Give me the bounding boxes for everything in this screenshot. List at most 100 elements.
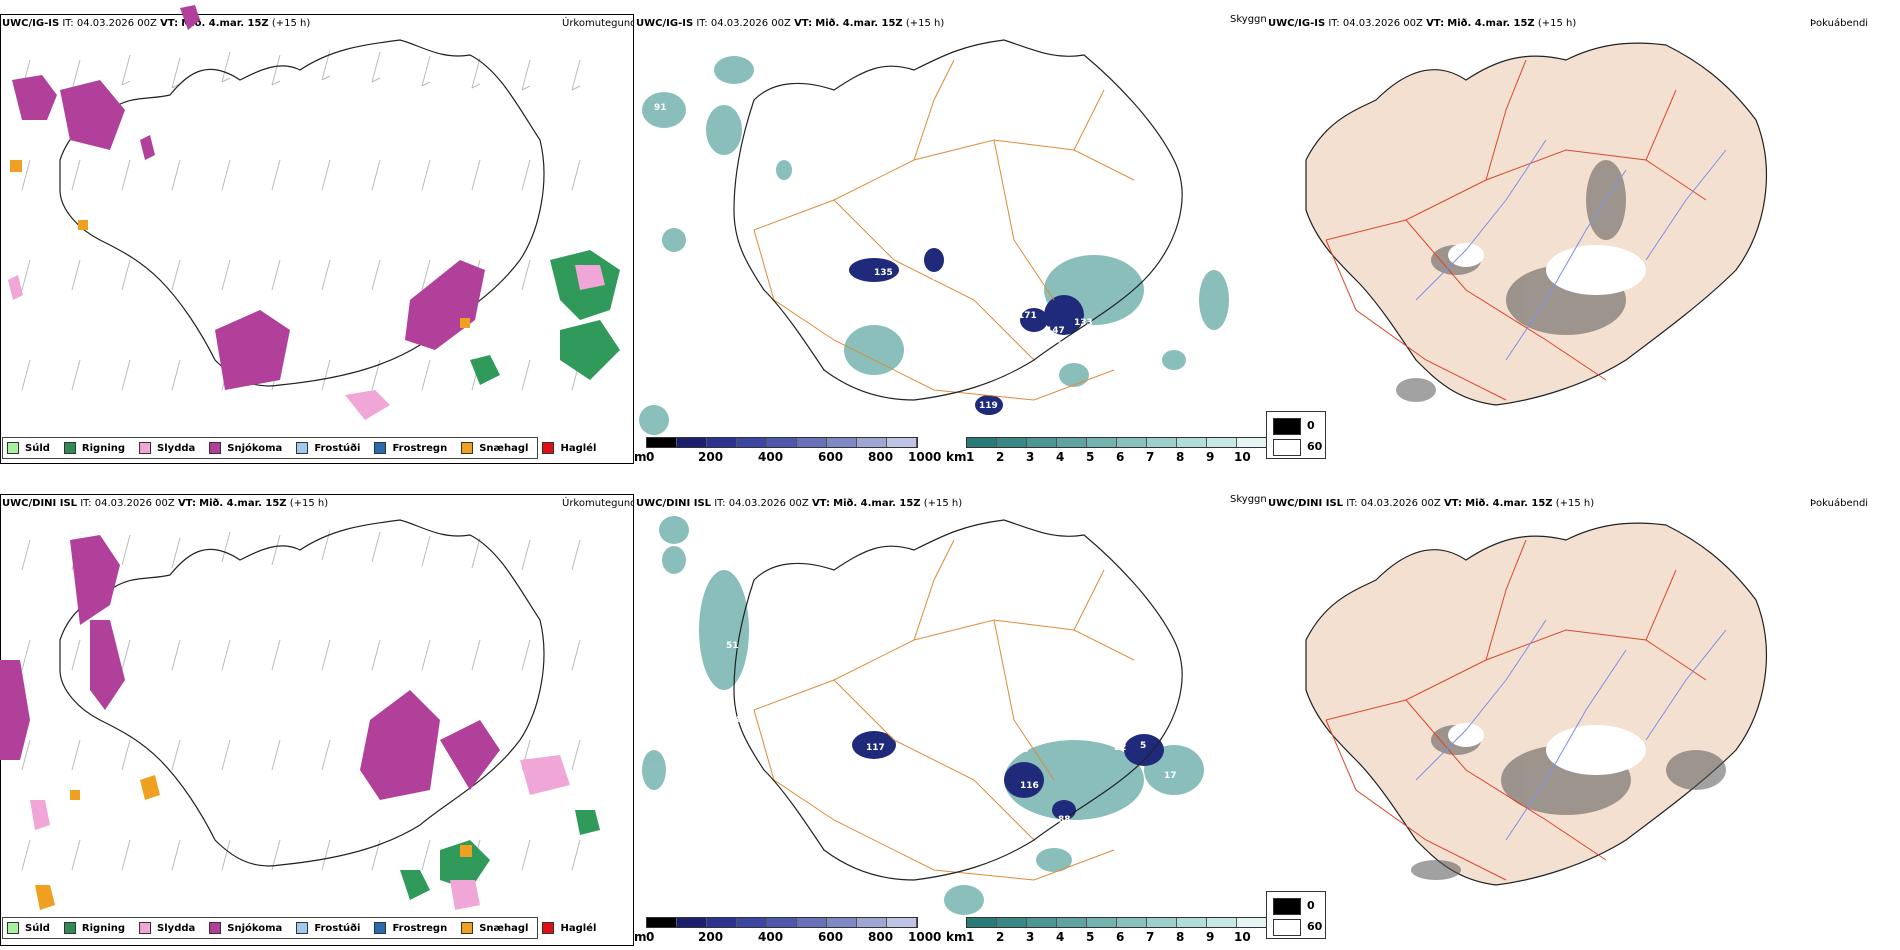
legend-swatch [63, 442, 76, 454]
low-ceiling-areas [849, 248, 1084, 415]
it-label: IT: [62, 18, 74, 29]
it-value: 04.03.2026 00Z [76, 18, 157, 29]
legend-item: Snæhagl [461, 922, 528, 934]
it-value: 04.03.2026 00Z [710, 18, 791, 29]
vis-tick: 6 [1116, 930, 1125, 944]
ceiling-label: 117 [866, 743, 885, 753]
ceiling-tick: 400 [758, 450, 784, 464]
ceiling-label: 51 [726, 641, 739, 651]
ceiling-block [677, 918, 707, 927]
ceiling-label: 166 [1010, 745, 1029, 755]
legend-label: Súld [25, 442, 50, 454]
precip-map-row1 [8, 5, 620, 420]
header-row1-precip: UWC/IG-IS IT: 04.03.2026 00Z VT: Mið. 4.… [2, 18, 310, 29]
glaciers [1448, 243, 1646, 295]
vis-block [1147, 918, 1177, 927]
ceiling-label: 121 [944, 258, 963, 268]
model-name: UWC/IG-IS [1268, 18, 1326, 29]
lead-time: (+15 h) [923, 498, 963, 509]
visibility-panel-row1: UWC/IG-IS IT: 04.03.2026 00Z VT: Mið. 4.… [634, 0, 1266, 470]
ceiling-tick: 0 [646, 450, 655, 464]
vis-block [1027, 438, 1057, 447]
rivers [1415, 619, 1727, 841]
panel-title-vis-row1: Skyggni [1230, 14, 1266, 25]
ceiling-blocks [646, 437, 918, 448]
fog-swatch [1273, 898, 1301, 915]
fog-map-row2 [1305, 522, 1767, 886]
ceiling-tick: 600 [818, 930, 844, 944]
roads-red [1325, 59, 1707, 401]
legend-swatch [139, 922, 152, 934]
roads [753, 539, 1135, 881]
it-value: 04.03.2026 00Z [94, 498, 175, 509]
ceiling-unit: m [634, 450, 647, 464]
ceiling-label: 88 [1058, 815, 1071, 825]
vt-value: Mið. 4.mar. 15Z [181, 18, 269, 29]
fog-legend-label: 0 [1307, 419, 1315, 432]
header-row2-fog: UWC/DINI ISL IT: 04.03.2026 00Z VT: Mið.… [1268, 498, 1594, 509]
legend-item: Rigning [63, 922, 125, 934]
legend-item: Frostregn [374, 442, 447, 454]
roads-red [1325, 539, 1707, 881]
fog-panel-row2: UWC/DINI ISL IT: 04.03.2026 00Z VT: Mið.… [1266, 480, 1900, 950]
precip-panel-row1: UWC/IG-IS IT: 04.03.2026 00Z VT: Mið. 4.… [0, 0, 634, 470]
rain-areas [400, 810, 600, 900]
precip-panel-row2: UWC/DINI ISL IT: 04.03.2026 00Z VT: Mið.… [0, 480, 634, 950]
vis-block [997, 438, 1027, 447]
panel-title-precip-row1: Úrkomutegund [562, 18, 634, 29]
snow-areas [12, 5, 485, 390]
ceiling-block [827, 438, 857, 447]
it-label: IT: [80, 498, 92, 509]
iceland-coast [733, 39, 1183, 401]
vt-label: VT: [1443, 498, 1462, 509]
vis-tick: 7 [1146, 930, 1155, 944]
vis-block [1147, 438, 1177, 447]
ceiling-block [857, 918, 887, 927]
ceiling-block [737, 438, 767, 447]
ceiling-block [857, 438, 887, 447]
precip-legend-row2: Súld Rigning Slydda Snjókoma Frostúði Fr… [2, 917, 596, 939]
model-name: UWC/DINI ISL [1268, 498, 1344, 509]
fog-map-row1 [1305, 42, 1767, 406]
fog-swatch [1273, 439, 1301, 456]
ceiling-colorbar-row1: m 0 200 400 600 800 1000 [634, 437, 942, 470]
it-label: IT: [714, 498, 726, 509]
fog-panel-row1: UWC/IG-IS IT: 04.03.2026 00Z VT: Mið. 4.… [1266, 0, 1900, 470]
sleet-areas [30, 755, 570, 910]
it-label: IT: [696, 18, 708, 29]
ceiling-block [797, 918, 827, 927]
ceiling-block [797, 438, 827, 447]
vis-tick: 10 [1234, 930, 1251, 944]
visibility-panel-row2: UWC/DINI ISL IT: 04.03.2026 00Z VT: Mið.… [634, 480, 1266, 950]
vt-label: VT: [794, 18, 813, 29]
vis-block [1027, 918, 1057, 927]
legend-label: Snjókoma [227, 442, 283, 454]
vis-block [1087, 918, 1117, 927]
fog-legend-label: 60 [1307, 920, 1323, 933]
ceiling-block [887, 438, 917, 447]
vis-tick: 4 [1056, 450, 1065, 464]
ceiling-label: 8 [932, 273, 938, 283]
vis-tick: 2 [996, 450, 1005, 464]
iceland-coast [59, 39, 545, 387]
vis-tick: 8 [1176, 450, 1185, 464]
vt-label: VT: [1426, 18, 1445, 29]
model-name: UWC/IG-IS [636, 18, 694, 29]
legend-label: Haglél [560, 442, 597, 454]
vis-tick: 7 [1146, 450, 1155, 464]
rivers [1415, 139, 1727, 361]
vis-blocks [966, 917, 1266, 928]
legend-item: Haglél [542, 922, 596, 934]
ceiling-tick: 600 [818, 450, 844, 464]
ceiling-block [647, 438, 677, 447]
header-row1-vis: UWC/IG-IS IT: 04.03.2026 00Z VT: Mið. 4.… [636, 18, 944, 29]
panel-title-fog-row1: Þokuábendi [1810, 18, 1869, 29]
it-value: 04.03.2026 00Z [728, 498, 809, 509]
vt-value: Mið. 4.mar. 15Z [1447, 18, 1535, 29]
fog-legend-row2: 0 60 [1266, 891, 1326, 939]
ceiling-label: 116 [1020, 781, 1039, 791]
fog-swatch [1273, 919, 1301, 936]
model-name: UWC/DINI ISL [636, 498, 712, 509]
it-label: IT: [1346, 498, 1358, 509]
hail-areas [10, 160, 470, 328]
